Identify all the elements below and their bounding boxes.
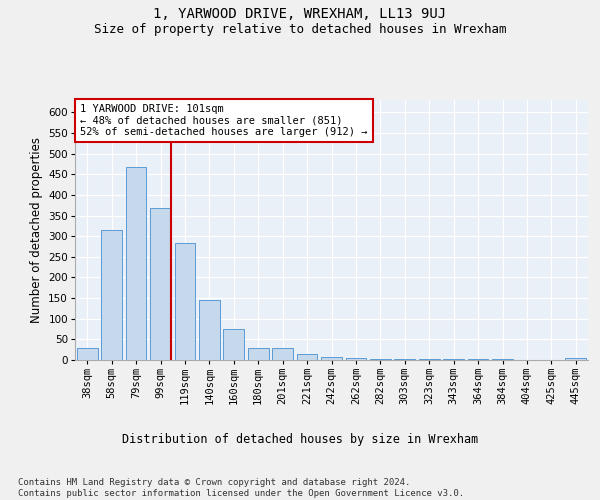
Bar <box>101 230 122 360</box>
Bar <box>175 243 196 360</box>
Bar <box>150 208 171 360</box>
Bar <box>467 359 488 360</box>
Bar <box>199 300 220 360</box>
Text: Size of property relative to detached houses in Wrexham: Size of property relative to detached ho… <box>94 22 506 36</box>
Bar <box>492 359 513 360</box>
Bar <box>272 348 293 360</box>
Y-axis label: Number of detached properties: Number of detached properties <box>30 137 43 323</box>
Bar <box>77 348 98 360</box>
Text: 1 YARWOOD DRIVE: 101sqm
← 48% of detached houses are smaller (851)
52% of semi-d: 1 YARWOOD DRIVE: 101sqm ← 48% of detache… <box>80 104 368 137</box>
Bar <box>419 359 440 360</box>
Bar <box>394 359 415 360</box>
Bar <box>321 356 342 360</box>
Text: 1, YARWOOD DRIVE, WREXHAM, LL13 9UJ: 1, YARWOOD DRIVE, WREXHAM, LL13 9UJ <box>154 8 446 22</box>
Bar <box>296 354 317 360</box>
Bar <box>125 167 146 360</box>
Bar <box>565 358 586 360</box>
Bar <box>223 329 244 360</box>
Text: Contains HM Land Registry data © Crown copyright and database right 2024.
Contai: Contains HM Land Registry data © Crown c… <box>18 478 464 498</box>
Text: Distribution of detached houses by size in Wrexham: Distribution of detached houses by size … <box>122 432 478 446</box>
Bar <box>370 359 391 360</box>
Bar <box>443 359 464 360</box>
Bar <box>248 348 269 360</box>
Bar <box>346 358 367 360</box>
